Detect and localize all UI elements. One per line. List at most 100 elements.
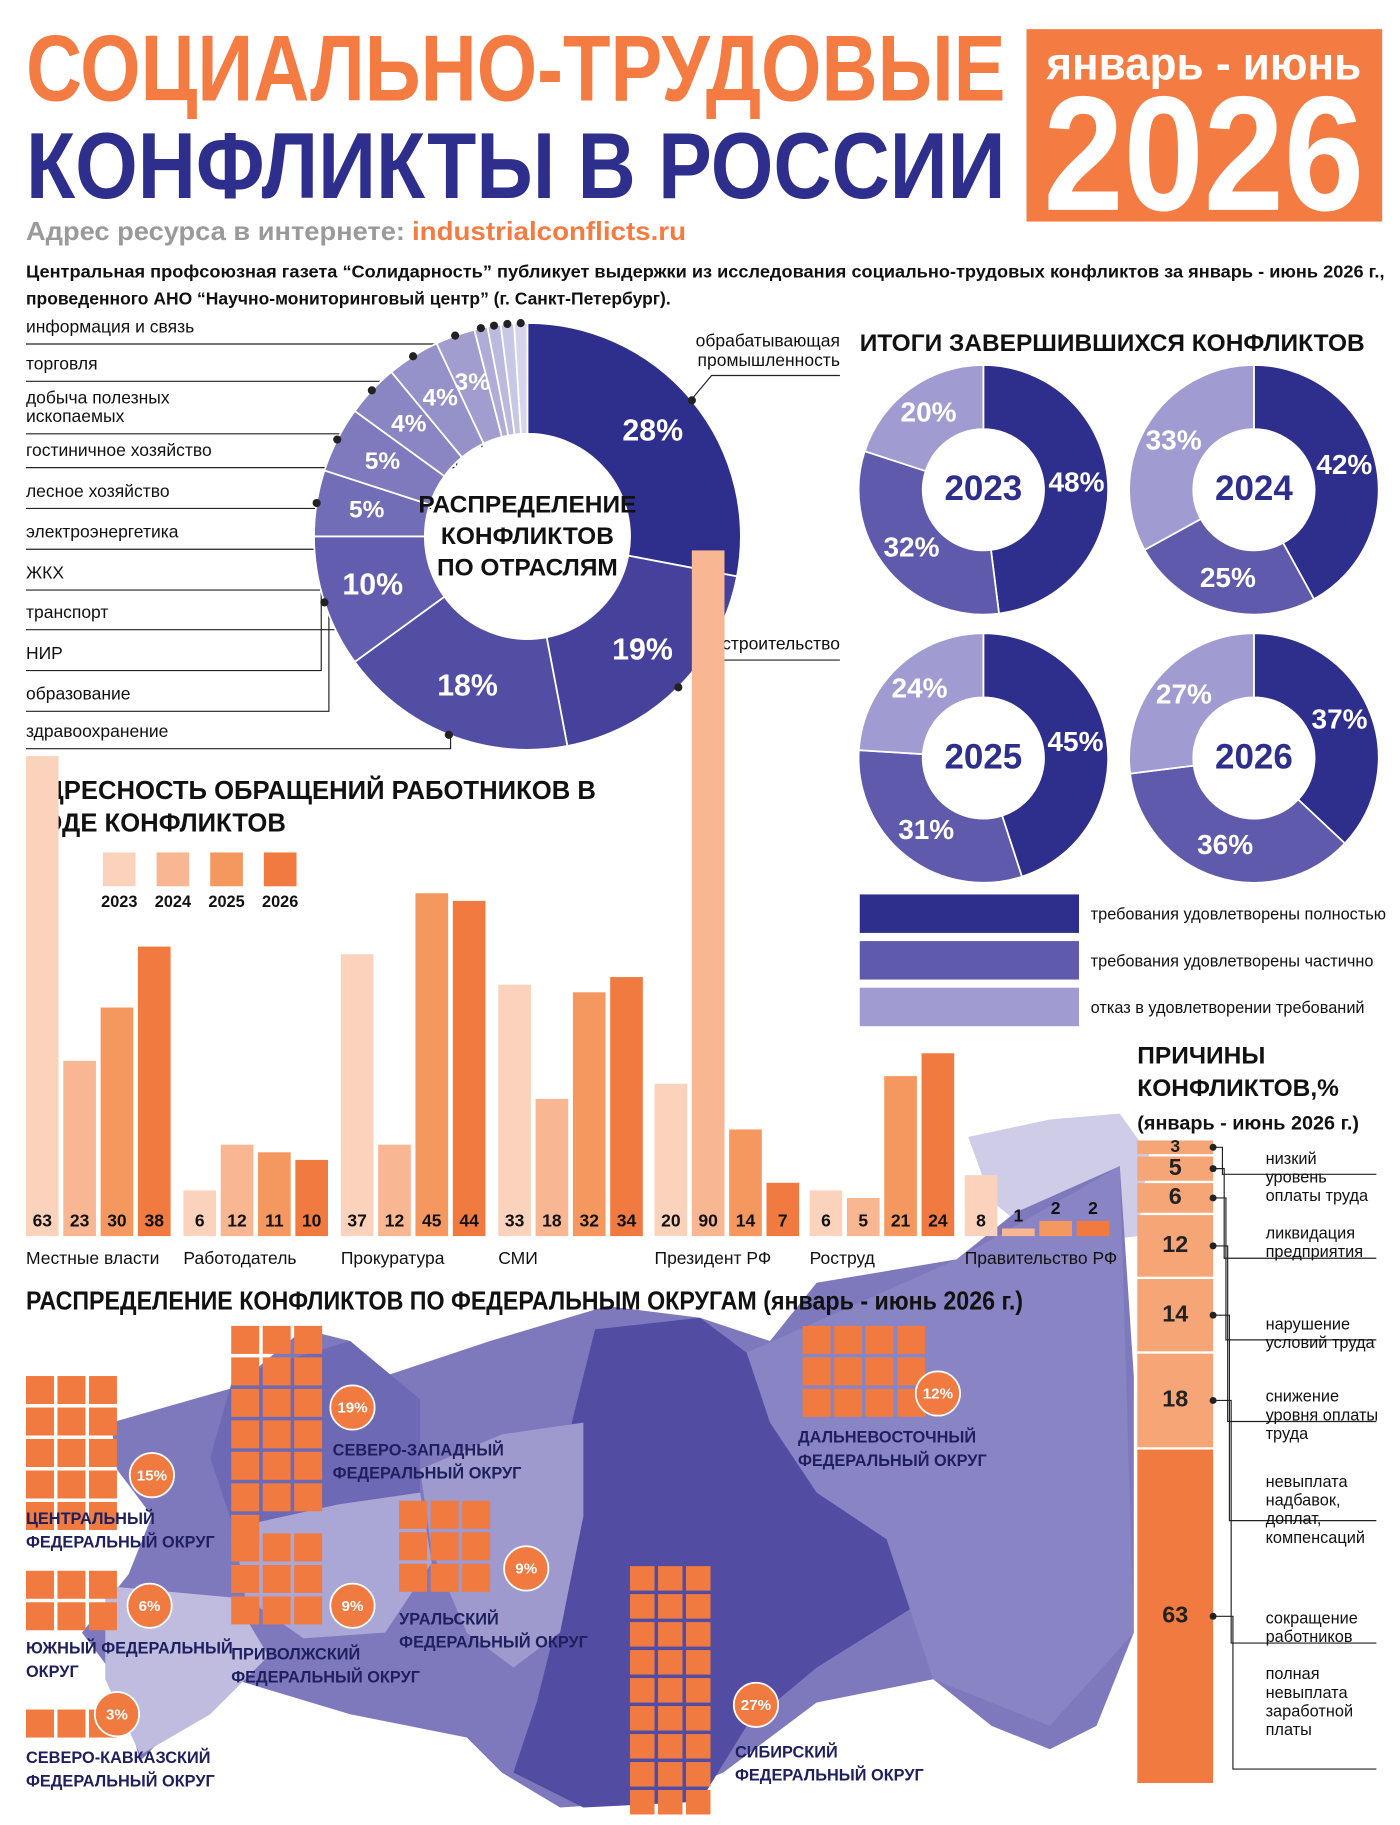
waffle-square: [399, 1563, 428, 1592]
site-url[interactable]: industrialconflicts.ru: [412, 218, 686, 246]
bar-segment: [1137, 1215, 1214, 1277]
x-tick-label: Прокуратура: [341, 1248, 445, 1268]
waffle-square: [57, 1376, 86, 1405]
bar: [25, 756, 59, 1237]
category-label: невыплата надбавок, доплат, компенсаций: [1265, 1471, 1365, 1547]
category-label-box: здравоохранение: [26, 723, 168, 741]
value-label: 9%: [342, 1598, 364, 1615]
value-label: 9%: [515, 1561, 537, 1578]
waffle-square: [231, 1596, 260, 1625]
x-tick-label: Роструд: [810, 1248, 875, 1268]
waffle-square: [658, 1734, 683, 1759]
bar: [452, 900, 486, 1237]
category-label: обрабатывающая промышленность: [695, 331, 840, 371]
waffle-square: [834, 1388, 863, 1417]
value-label: 18: [1162, 1386, 1188, 1412]
chart-title-box: АДРЕСНОСТЬ ОБРАЩЕНИЙ РАБОТНИКОВ В ХОДЕ К…: [26, 775, 596, 837]
value-label: 34: [617, 1211, 637, 1231]
bar-segment: [1137, 1449, 1214, 1784]
value-label: 30: [107, 1211, 126, 1231]
waffle-square: [262, 1533, 291, 1562]
region-label-box: СЕВЕРО-КАВКАЗСКИЙ ФЕДЕРАЛЬНЫЙ ОКРУГ: [26, 1748, 215, 1790]
value-label: 31%: [898, 814, 954, 845]
waffle-square: [686, 1762, 711, 1787]
map-region: [746, 1166, 1134, 1726]
donut-slice: [1128, 364, 1255, 552]
waffle-square: [231, 1451, 260, 1480]
waffle-square: [294, 1357, 323, 1386]
bar: [1002, 1228, 1035, 1237]
percent-badge: [128, 1452, 175, 1499]
series-name: 2025: [944, 737, 1022, 776]
waffle-square: [865, 1357, 894, 1386]
value-label: 21: [891, 1211, 911, 1231]
value-label: 4%: [423, 385, 459, 412]
waffle-square: [834, 1357, 863, 1386]
bar: [137, 946, 171, 1237]
leader-dot: [1209, 1242, 1217, 1250]
legend-swatch: [859, 894, 1079, 933]
waffle-square: [262, 1420, 291, 1449]
donut-slice: [1143, 517, 1316, 616]
value-label: 33%: [1146, 425, 1202, 456]
value-label: 14: [736, 1211, 756, 1231]
intro-line: Центральная профсоюзная газета “Солидарн…: [26, 262, 1385, 282]
bar: [964, 1175, 998, 1237]
bar: [691, 550, 725, 1237]
waffle-square: [262, 1564, 291, 1593]
leader-line: [687, 374, 840, 404]
bar: [63, 1060, 96, 1237]
waffle-square: [88, 1501, 117, 1530]
value-label: 45%: [1048, 726, 1104, 757]
waffle-square: [25, 1501, 54, 1530]
waffle-square: [88, 1602, 117, 1631]
waffle-group: [802, 1325, 926, 1417]
bar: [1039, 1220, 1072, 1237]
chart-title: ИТОГИ ЗАВЕРШИВШИХСЯ КОНФЛИКТОВ: [860, 330, 1365, 357]
leader-dot: [516, 319, 525, 328]
chart-title: ПО ОТРАСЛЯМ: [437, 555, 618, 582]
leader-line: [1213, 1399, 1377, 1644]
bar: [809, 1190, 843, 1237]
donut-slice: [982, 632, 1110, 878]
category-label: ЖКХ: [25, 564, 64, 584]
bar: [921, 1053, 955, 1237]
legend-label: требования удовлетворены частично: [1091, 952, 1374, 970]
value-label: 10: [302, 1211, 321, 1231]
leader-dot: [674, 683, 683, 692]
region-label-box: ДАЛЬНЕВОСТОЧНЫЙ ФЕДЕРАЛЬНЫЙ ОКРУГ: [798, 1427, 987, 1469]
value-label: 90: [698, 1211, 717, 1231]
value-label: 2: [1088, 1198, 1098, 1218]
value-label: 45: [422, 1211, 442, 1231]
leader-line: [1213, 1314, 1377, 1522]
series-name: 2026: [1215, 737, 1293, 776]
region-label-box: УРАЛЬСКИЙ ФЕДЕРАЛЬНЫЙ ОКРУГ: [399, 1609, 588, 1651]
category-label: низкий уровень оплаты труда: [1265, 1148, 1369, 1205]
legend-label: отказ в удовлетворении требований: [1091, 999, 1365, 1017]
percent-badge: [93, 1691, 140, 1738]
waffle-square: [462, 1500, 491, 1529]
waffle-square: [897, 1325, 926, 1354]
waffle-square: [630, 1706, 655, 1731]
bar: [183, 1190, 217, 1237]
bar: [846, 1198, 880, 1237]
waffle-square: [294, 1451, 323, 1480]
category-label-box: ликвидация предприятия: [1266, 1223, 1363, 1260]
waffle-square: [231, 1357, 260, 1386]
waffle-square: [57, 1470, 86, 1499]
category-label-box: снижение уровня оплаты труда: [1266, 1387, 1379, 1443]
value-label: 24: [928, 1211, 948, 1231]
leader-dot: [687, 396, 696, 405]
x-tick-label: Местные власти: [26, 1248, 159, 1268]
waffle-square: [88, 1570, 117, 1599]
waffle-square: [57, 1709, 86, 1738]
leader-dot: [1209, 1311, 1217, 1319]
category-label-box: транспорт: [26, 604, 108, 622]
leader-line: [1213, 1146, 1377, 1175]
value-label: 11: [265, 1211, 284, 1231]
value-label: 19%: [612, 633, 673, 666]
waffle-square: [658, 1650, 683, 1675]
value-label: 12: [385, 1211, 405, 1231]
category-label: торговля: [25, 355, 98, 375]
value-label: 2: [1051, 1198, 1061, 1218]
